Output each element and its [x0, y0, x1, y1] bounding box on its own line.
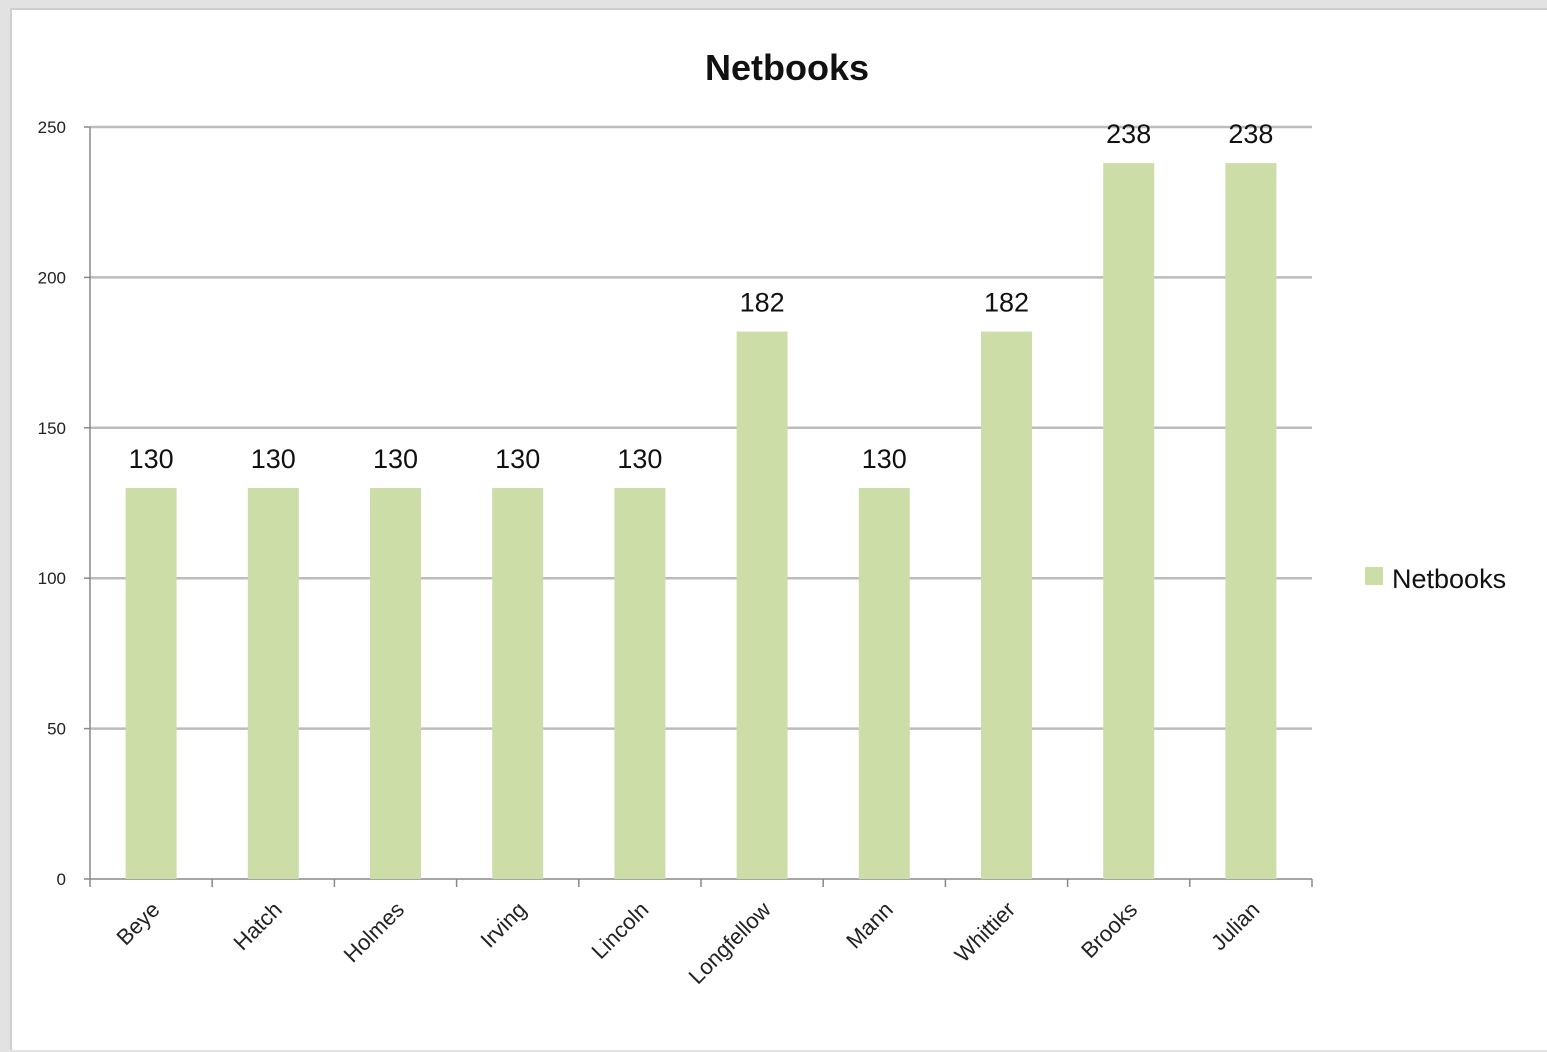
bar-mann [858, 487, 910, 879]
bar-longfellow [736, 331, 788, 879]
data-label: 130 [862, 444, 907, 474]
bar-chart: Netbooks 0 50 100 150 200 250 Beye Hatch Holmes I… [38, 47, 1506, 989]
legend-swatch [1365, 567, 1383, 585]
bar-brooks [1103, 163, 1155, 879]
data-labels: 130 130 130 130 130 182 130 182 238 238 [129, 119, 1274, 474]
x-tick-label: Whittier [950, 897, 1020, 967]
x-tick-label: Beye [111, 897, 164, 950]
chart-title: Netbooks [705, 47, 869, 88]
bar-hatch [247, 487, 299, 879]
legend-label-netbooks: Netbooks [1392, 564, 1506, 594]
x-tick-label: Longfellow [684, 897, 776, 989]
data-label: 130 [251, 444, 296, 474]
bars [125, 163, 1277, 879]
bar-julian [1225, 163, 1277, 879]
bar-irving [492, 487, 544, 879]
x-tick-label: Holmes [339, 897, 409, 967]
x-tick-label: Mann [841, 897, 898, 954]
chart-frame: Netbooks 0 50 100 150 200 250 Beye Hatch Holmes I… [10, 8, 1547, 1050]
x-tick-label: Irving [476, 897, 532, 953]
y-tick-label: 200 [38, 268, 66, 287]
x-tick-label: Lincoln [586, 897, 653, 964]
y-tick-label: 0 [57, 870, 66, 889]
x-tick-label: Brooks [1076, 897, 1142, 963]
x-tick-label: Hatch [229, 897, 287, 955]
data-label: 130 [495, 444, 540, 474]
x-tick-label: Julian [1206, 897, 1264, 955]
bar-lincoln [614, 487, 666, 879]
y-tick-label: 50 [47, 720, 66, 739]
bar-beye [125, 487, 177, 879]
data-label: 130 [617, 444, 662, 474]
y-tick-label: 250 [38, 118, 66, 137]
bar-holmes [370, 487, 421, 879]
data-label: 130 [373, 444, 418, 474]
data-label: 182 [740, 288, 785, 318]
data-label: 238 [1106, 119, 1151, 149]
y-tick-label: 150 [38, 419, 66, 438]
legend: Netbooks [1365, 564, 1506, 594]
data-label: 130 [129, 444, 174, 474]
y-tick-label: 100 [38, 569, 66, 588]
bar-whittier [981, 331, 1032, 879]
data-label: 238 [1228, 119, 1273, 149]
data-label: 182 [984, 288, 1029, 318]
